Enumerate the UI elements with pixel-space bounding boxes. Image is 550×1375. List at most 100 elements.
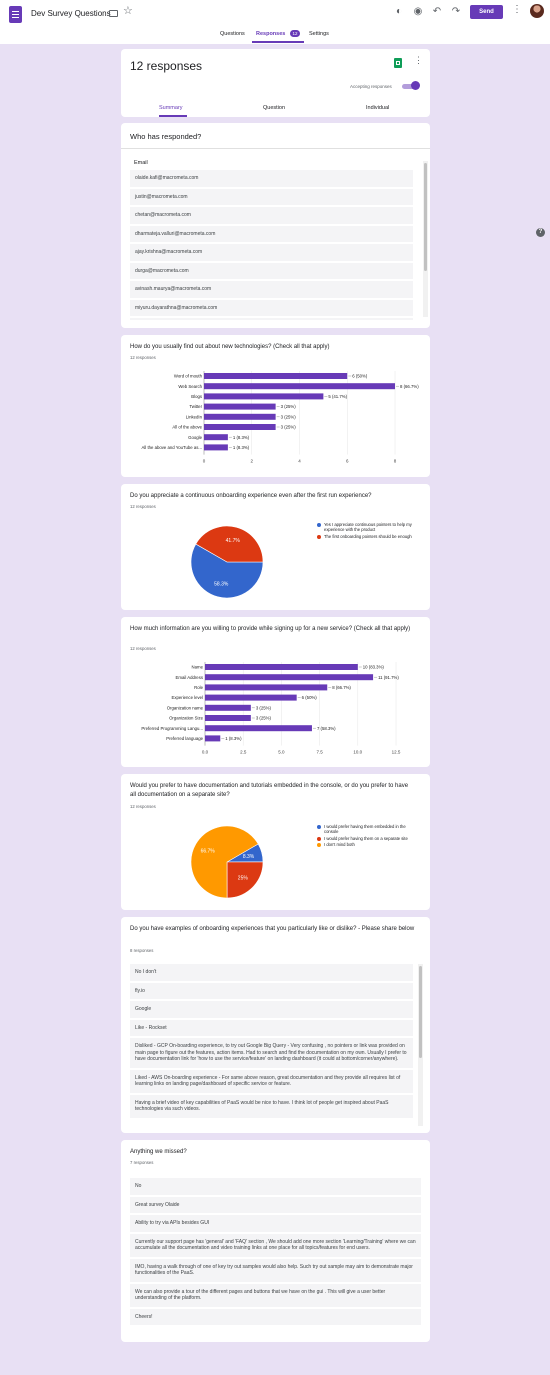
question-title: Anything we missed? (130, 1149, 187, 1155)
responses-count-badge: 12 (290, 30, 300, 37)
subtab-question[interactable]: Question (263, 105, 286, 111)
email-row: ajay.krishna@macrometa.com (130, 244, 413, 261)
bar (205, 674, 374, 681)
text-answer-row: Liked - AWS On-boarding experience - For… (130, 1069, 413, 1093)
sheets-icon[interactable] (394, 58, 402, 68)
legend-swatch (317, 825, 321, 829)
folder-icon[interactable] (109, 10, 118, 17)
legend-label: I would prefer having them on a separate… (324, 835, 408, 841)
text-answer-row: No I don't (130, 964, 413, 981)
email-row: justin@macrometa.com (130, 188, 413, 205)
text-answers-list: No Great survey Olaide Ability to try via … (130, 1178, 421, 1338)
send-button[interactable]: Send (470, 5, 503, 19)
email-column-header: Email (134, 160, 148, 166)
response-count: 12 responses (130, 355, 156, 360)
tab-questions[interactable]: Questions (220, 31, 245, 37)
slice-label: 41.7% (226, 538, 241, 544)
scroll-thumb[interactable] (419, 966, 422, 1058)
x-tick-label: 0 (203, 459, 206, 464)
legend-item: I don't mind both (317, 842, 417, 847)
preview-eye-icon[interactable]: ◉ (413, 6, 423, 17)
category-label: Role (194, 685, 203, 690)
question-card-documentation: Would you prefer to have documentation a… (121, 774, 430, 910)
subtab-summary[interactable]: Summary (159, 105, 183, 111)
response-count: 12 responses (130, 646, 156, 651)
avatar[interactable] (530, 4, 544, 18)
text-answer-row: Having a brief video of key capabilities… (130, 1094, 413, 1118)
email-list[interactable]: Email olaide.kafi@macrometa.com justin@ma… (130, 150, 413, 320)
legend-item: I would prefer having them on a separate… (317, 836, 417, 841)
responses-more-icon[interactable]: ⋮ (414, 55, 423, 65)
forms-app-icon[interactable] (9, 6, 22, 23)
category-label: LinkedIn (186, 414, 203, 419)
x-tick-label: 4 (298, 459, 301, 464)
tab-settings[interactable]: Settings (309, 31, 329, 37)
more-options-icon[interactable]: ⋮ (512, 4, 522, 15)
divider (121, 148, 430, 149)
pie-chart-continuous-onboarding: 58.3% 41.7% (190, 525, 264, 599)
email-scrollbar[interactable] (423, 161, 428, 317)
bar (205, 704, 251, 711)
data-label: 10 (83.3%) (363, 665, 385, 670)
accepting-responses-toggle[interactable] (402, 84, 416, 89)
category-label: Organization Size (169, 716, 204, 721)
data-label: 3 (25%) (256, 705, 272, 710)
data-label: 1 (8.3%) (233, 435, 250, 440)
text-answer-row: Cheers! (130, 1308, 421, 1325)
text-answer-row: We can also provide a tour of the differ… (130, 1283, 421, 1307)
bar (205, 725, 312, 732)
legend-swatch (317, 836, 321, 841)
legend-label: I would prefer having them embedded in t… (324, 824, 406, 835)
email-row: avinash.maurya@macrometa.com (130, 281, 413, 298)
bar (205, 694, 297, 701)
text-answers-list[interactable]: No I don't fly.io Google Like - Rockset Disl… (130, 964, 413, 1126)
who-responded-card: Who has responded? Email olaide.kafi@mac… (121, 123, 430, 328)
scroll-thumb[interactable] (424, 163, 427, 271)
subtab-indicator (159, 115, 187, 117)
data-label: 6 (50%) (302, 695, 318, 700)
bar (205, 684, 328, 691)
star-icon[interactable]: ☆ (123, 5, 133, 17)
email-row: gaurav.dwivedi@macrometa.com (130, 318, 413, 320)
subtab-individual[interactable]: Individual (366, 105, 390, 111)
data-label: 6 (50%) (352, 374, 368, 379)
category-label: All the above and YouTube as... (141, 445, 202, 450)
help-icon[interactable]: ? (536, 228, 545, 237)
who-responded-title: Who has responded? (130, 132, 202, 141)
top-bar: Dev Survey Questions ☆ ◐ ◉ ↶ ↷ Send ⋮ Qu… (0, 0, 550, 44)
slice-label: 66.7% (201, 849, 216, 855)
toggle-knob[interactable] (411, 81, 420, 90)
text-answer-row: Currently our support page has 'general'… (130, 1233, 421, 1257)
form-title[interactable]: Dev Survey Questions (31, 9, 111, 18)
data-label: 1 (8.3%) (233, 445, 250, 450)
legend-item: I would prefer having them embedded in t… (317, 824, 417, 835)
data-label: 1 (8.3%) (225, 736, 242, 741)
bar (204, 413, 276, 420)
category-label: Web Search (178, 384, 202, 389)
email-row: chetan@macrometa.com (130, 207, 413, 224)
responses-summary-card: 12 responses ⋮ Accepting responses Summa… (121, 49, 430, 117)
x-tick-label: 10.0 (353, 750, 362, 755)
palette-icon[interactable]: ◐ (395, 6, 403, 17)
category-label: Preferred Programming Langu... (141, 726, 203, 731)
bar (205, 735, 221, 742)
pie-slice (195, 525, 264, 563)
bar (204, 373, 348, 379)
answers-scrollbar[interactable] (418, 964, 423, 1126)
pie-legend: I would prefer having them embedded in t… (317, 824, 417, 848)
data-label: 3 (25%) (281, 414, 297, 419)
pie-legend: Yes I appreciate continuous pointers to … (317, 522, 417, 540)
undo-icon[interactable]: ↶ (432, 6, 442, 17)
email-row: durga@macrometa.com (130, 262, 413, 279)
data-label: 8 (66.7%) (400, 384, 419, 389)
response-count: 12 responses (130, 59, 203, 73)
category-label: Twitter (189, 404, 202, 409)
tab-responses[interactable]: Responses (256, 31, 286, 37)
legend-label: The first onboarding pointers should be … (324, 533, 412, 539)
question-title: Do you have examples of onboarding exper… (130, 926, 415, 932)
category-label: Google (188, 435, 202, 440)
redo-icon[interactable]: ↷ (451, 6, 461, 17)
bar (204, 434, 228, 441)
category-label: All of the above (172, 425, 202, 430)
category-label: Blogs (191, 394, 202, 399)
